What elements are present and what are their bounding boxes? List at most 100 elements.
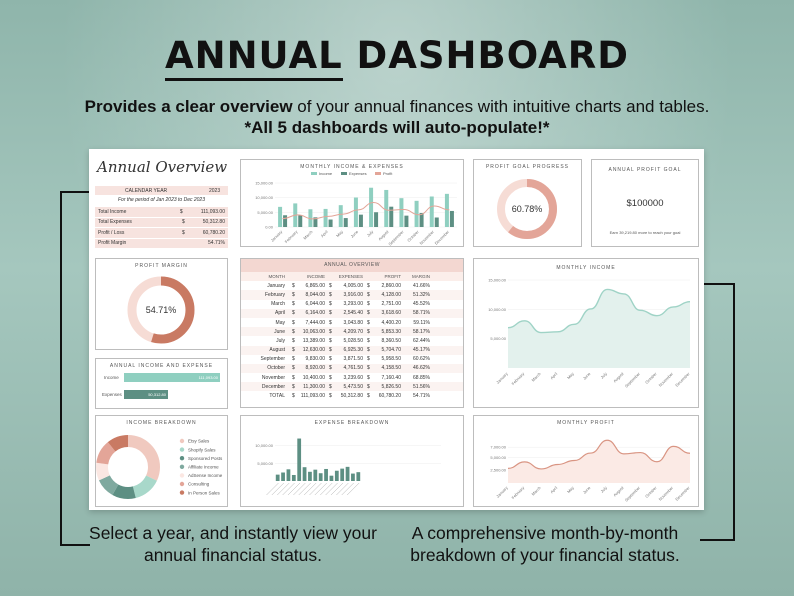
monthly-ie-chart: Income Expenses Profit 15,000.00 10,000.00 5,…: [255, 171, 457, 247]
expense-bar: [313, 469, 318, 481]
x-tick-label: May: [566, 485, 575, 494]
table-cell-currency: $: [292, 365, 295, 372]
legend-label: Shopify Sales: [188, 447, 216, 452]
table-cell-profit: 5,826.50: [381, 383, 401, 390]
table-cell-currency: $: [367, 374, 370, 381]
summary-row: Total Expenses $50,312.80: [95, 218, 228, 228]
table-row: September $9,830.00 $3,871.50 $5,958.50 60.6…: [241, 355, 463, 364]
x-tick-label: May: [566, 371, 575, 380]
y-tick-label: 10,000.00: [488, 307, 507, 312]
table-total-row: TOTAL $111,093.00 $50,312.80 $60,780.20 54.7…: [241, 391, 463, 400]
legend-label: Income: [319, 171, 333, 176]
table-row: October $8,920.00 $4,761.50 $4,158.50 46.62%: [241, 363, 463, 374]
headline-part1: ANNUAL: [164, 34, 343, 81]
monthly-income-card: MONTHLY INCOME 15,000.00 10,000.00 5,000.0…: [473, 258, 699, 408]
annual-ie-expense-label: Expenses: [102, 392, 122, 397]
income-slice: [96, 435, 160, 499]
profit-line: [507, 439, 691, 470]
table-row: November $10,400.00 $3,239.60 $7,160.40 68.8…: [241, 373, 463, 382]
table-cell-profit: 5,704.70: [381, 347, 401, 354]
annual-ie-expense-bar: 50,312.80: [124, 390, 168, 399]
table-cell-expenses: 2,545.40: [343, 310, 363, 317]
income-bar: [414, 200, 419, 227]
table-cell-month: September: [260, 356, 285, 363]
x-tick-label: January: [495, 485, 509, 499]
x-tick-label: February: [284, 229, 299, 244]
y-tick-label: 10,000.00: [255, 443, 274, 448]
y-tick-label: 5,000.00: [490, 336, 506, 341]
income-bar: [399, 198, 404, 227]
legend-swatch: [179, 438, 185, 444]
summary-value: 50,312.80: [202, 219, 225, 226]
y-tick-label: 15,000.00: [488, 278, 507, 283]
monthly-profit-card: MONTHLY PROFIT 7,000.00 5,000.00 2,500.00 J…: [473, 415, 699, 507]
table-row: August $12,630.00 $6,925.30 $5,704.70 45.17%: [241, 345, 463, 355]
expense-bar: [318, 473, 323, 481]
table-cell-margin: 41.66%: [413, 282, 430, 289]
calendar-year-row[interactable]: CALENDAR YEAR 2023: [95, 186, 228, 195]
table-row: June $10,063.00 $4,209.70 $5,853.30 58.17%: [241, 327, 463, 337]
overview-title: Annual Overview: [97, 158, 228, 176]
legend-swatch: [375, 172, 381, 175]
table-total-income: 111,093.00: [300, 393, 325, 400]
table-cell-currency: $: [367, 383, 370, 390]
table-cell-month: August: [269, 347, 285, 354]
table-header-cell: INCOME: [307, 274, 325, 280]
table-row: December $11,300.00 $5,473.50 $5,826.50 51.5…: [241, 382, 463, 392]
table-cell-currency: $: [329, 383, 332, 390]
table-cell-profit: 8,360.50: [381, 337, 401, 344]
headline: ANNUAL DASHBOARD: [0, 34, 794, 81]
expense-bar: [281, 472, 285, 481]
table-cell-currency: $: [292, 393, 295, 400]
table-header-cell: MARGIN: [412, 274, 430, 280]
x-tick-label: July: [599, 485, 608, 494]
table-cell-margin: 51.56%: [413, 383, 430, 390]
table-cell-month: May: [275, 319, 285, 326]
x-tick-mark: [325, 482, 338, 496]
table-cell-month: March: [271, 301, 285, 308]
table-cell-margin: 46.62%: [413, 365, 430, 372]
table-cell-income: 10,063.00: [302, 328, 325, 335]
subtitle-bold2: *All 5 dashboards will auto-populate!*: [244, 118, 550, 137]
annual-goal-note: Earn 39,219.80 more to reach your goal: [609, 230, 681, 235]
table-cell-month: February: [264, 291, 285, 298]
expense-bar: [328, 219, 333, 227]
expense-bar: [291, 474, 296, 481]
callout-left-top: [60, 191, 100, 193]
x-tick-mark: [320, 482, 333, 496]
table-cell-currency: $: [329, 347, 332, 354]
legend-swatch: [179, 490, 185, 495]
x-tick-mark: [287, 482, 301, 496]
income-bar: [278, 206, 283, 227]
table-cell-income: 7,444.00: [305, 319, 325, 326]
legend-swatch: [179, 473, 185, 478]
table-cell-currency: $: [292, 374, 295, 381]
table-cell-currency: $: [292, 356, 295, 363]
table-row: January $6,865.00 $4,005.00 $2,860.00 41.66%: [241, 281, 463, 290]
x-tick-mark: [309, 482, 322, 496]
expense-bar: [324, 468, 328, 481]
table-cell-expenses: 4,005.00: [343, 282, 363, 289]
dashboard-panel: Annual Overview CALENDAR YEAR 2023 For t…: [89, 149, 704, 510]
legend-swatch: [179, 464, 185, 469]
table-row: July $13,389.00 $5,028.50 $8,360.50 62.44%: [241, 336, 463, 345]
calendar-year-value[interactable]: 2023: [209, 188, 221, 194]
summary-value-wrap: $111,093.00: [180, 209, 225, 215]
income-breakdown-title: INCOME BREAKDOWN: [126, 420, 197, 426]
x-tick-mark: [314, 482, 328, 496]
expense-bar: [345, 466, 350, 481]
table-cell-month: July: [276, 337, 285, 344]
x-tick-label: September: [387, 229, 405, 247]
expense-bar: [302, 467, 307, 481]
x-tick-label: September: [624, 485, 642, 503]
expense-bar: [343, 218, 348, 227]
table-cell-margin: 68.85%: [413, 374, 430, 381]
table-cell-profit: 5,958.50: [381, 356, 401, 363]
table-cell-income: 12,630.00: [302, 347, 325, 354]
table-cell-profit: 4,158.50: [381, 365, 401, 372]
table-cell-profit: 3,618.60: [381, 310, 401, 317]
table-cell-expenses: 3,871.50: [343, 356, 363, 363]
subtitle-bold1: Provides a clear overview: [84, 97, 293, 116]
table-row: March $6,044.00 $3,293.00 $2,751.00 45.52%: [241, 300, 463, 309]
table-cell-currency: $: [367, 301, 370, 308]
